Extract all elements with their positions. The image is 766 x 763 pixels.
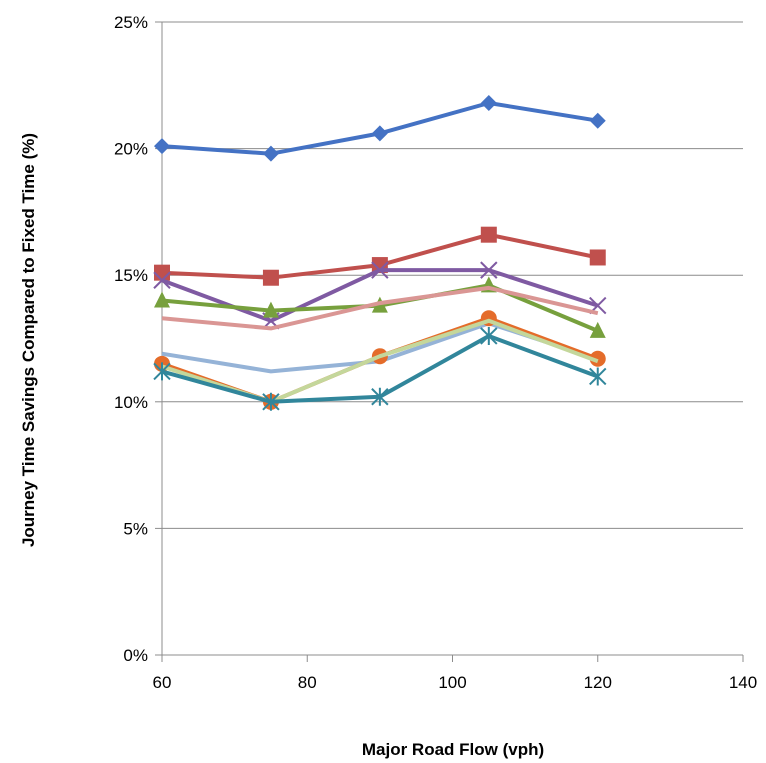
y-tick-label: 0%: [123, 646, 148, 665]
data-point-square: [480, 226, 497, 243]
y-axis-ticks: 0% 5% 10% 15% 20% 25%: [114, 13, 162, 665]
data-point-x: [480, 261, 498, 279]
data-point-diamond: [371, 125, 388, 142]
x-tick-label: 80: [298, 673, 317, 692]
series-line: [161, 268, 599, 323]
data-point-triangle: [262, 301, 279, 318]
axes: [161, 22, 743, 656]
data-point-x: [371, 261, 389, 279]
data-point-circle: [589, 350, 606, 367]
x-tick-label: 60: [153, 673, 172, 692]
data-point-triangle: [154, 291, 170, 308]
y-tick-label: 10%: [114, 393, 148, 412]
y-tick-label: 25%: [114, 13, 148, 32]
y-tick-label: 5%: [123, 519, 148, 538]
data-point-x: [153, 271, 171, 289]
series-line: [161, 285, 599, 331]
series-layer: [153, 95, 607, 411]
data-point-triangle: [589, 321, 606, 338]
y-axis-title: Journey Time Savings Compared to Fixed T…: [19, 133, 38, 547]
series-5: [161, 285, 599, 331]
x-tick-label: 100: [438, 673, 466, 692]
data-point-square: [262, 269, 279, 286]
x-axis-title: Major Road Flow (vph): [362, 740, 544, 759]
data-point-star: [153, 362, 171, 381]
data-point-diamond: [589, 112, 606, 129]
series-1: [154, 95, 606, 162]
data-point-diamond: [480, 95, 497, 112]
series-9: [153, 326, 607, 411]
data-point-diamond: [262, 145, 279, 162]
x-axis-ticks: 60 80 100 120 140: [153, 655, 757, 692]
data-point-square: [154, 264, 170, 281]
y-tick-label: 15%: [114, 266, 148, 285]
data-point-square: [589, 249, 606, 266]
y-tick-label: 20%: [114, 140, 148, 159]
data-point-star: [371, 387, 389, 406]
data-point-star: [262, 392, 280, 411]
data-point-diamond: [154, 138, 170, 155]
series-2: [154, 226, 606, 286]
data-point-star: [480, 326, 498, 345]
data-point-star: [589, 367, 607, 386]
series-3: [153, 261, 607, 330]
x-tick-label: 140: [729, 673, 757, 692]
x-tick-label: 120: [584, 673, 612, 692]
